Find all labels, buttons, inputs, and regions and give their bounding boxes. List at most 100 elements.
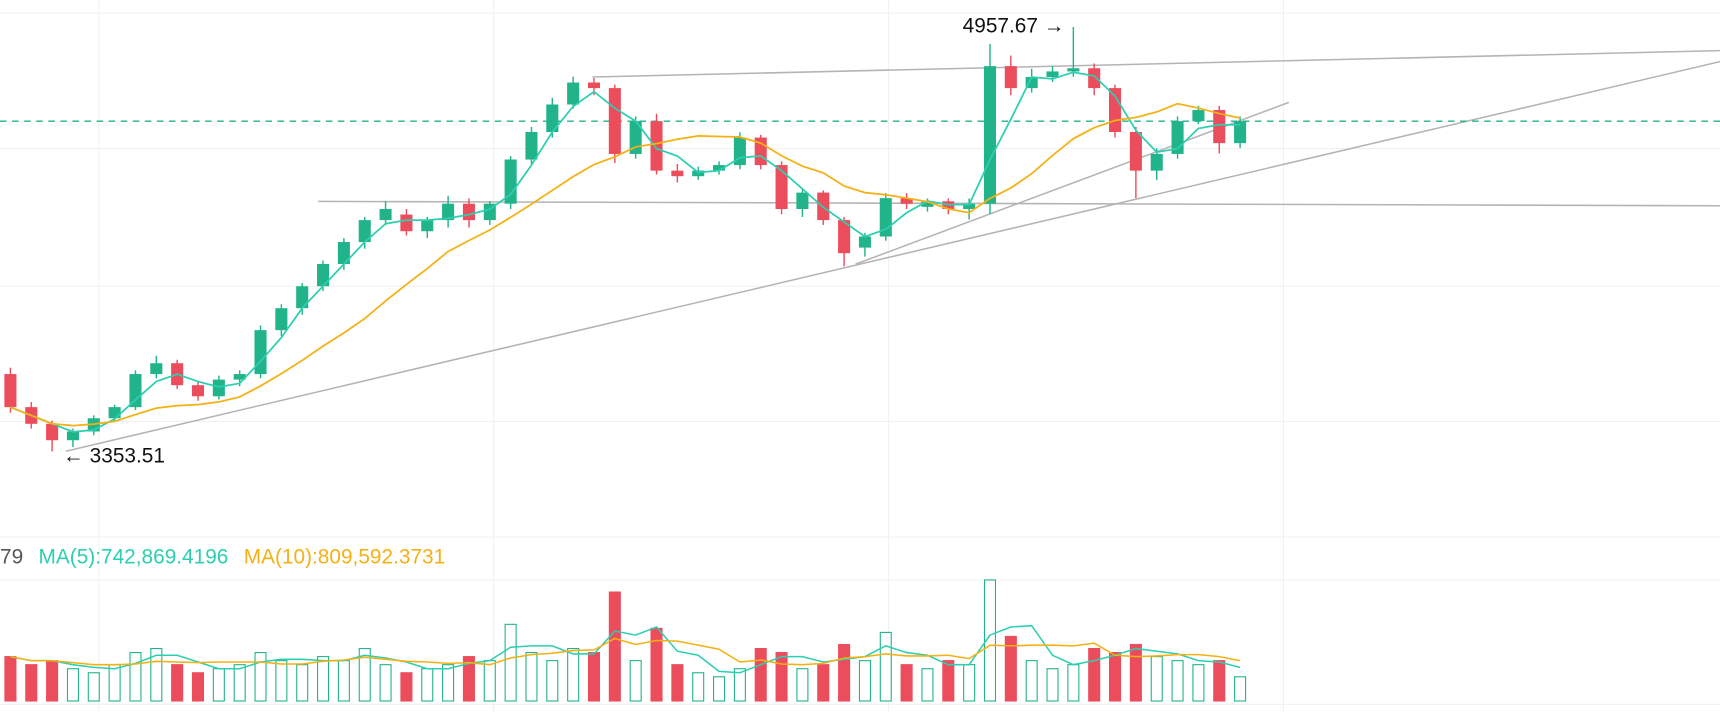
min-annotation: ← 3353.51 xyxy=(63,444,165,467)
candle-body xyxy=(1109,88,1122,133)
candle-body xyxy=(1213,110,1226,144)
candle-body xyxy=(900,198,913,204)
volume-bar xyxy=(733,668,746,702)
volume-bar xyxy=(358,647,371,702)
volume-bar xyxy=(504,623,517,702)
max-annotation: 4957.67 → xyxy=(963,15,1065,38)
volume-bar xyxy=(567,647,580,702)
candle-body xyxy=(150,363,163,375)
candle-body xyxy=(1088,68,1101,89)
volume-bar xyxy=(671,664,684,702)
volume-bar xyxy=(1213,660,1226,702)
volume-ma-line xyxy=(10,637,1241,666)
volume-bar xyxy=(212,668,225,702)
volume-bar xyxy=(275,660,288,702)
candle-body xyxy=(4,374,17,408)
candle-body xyxy=(358,220,371,243)
candle-body xyxy=(296,286,309,309)
price-ma-line xyxy=(10,71,1241,433)
volume-bar xyxy=(4,656,17,702)
candle-body xyxy=(504,159,517,204)
trend-line xyxy=(65,60,1720,452)
volume-bar xyxy=(608,591,621,702)
volume-bar xyxy=(692,672,705,702)
candle-body xyxy=(108,407,121,419)
volume-bar xyxy=(233,664,246,702)
volume-bar xyxy=(379,664,392,702)
candle-body xyxy=(1004,66,1017,89)
legend-entry: MA(5):742,869.4196 xyxy=(39,545,229,568)
volume-bar xyxy=(150,647,163,702)
candle-body xyxy=(254,330,267,375)
candle-body xyxy=(129,374,142,408)
volume-bar xyxy=(46,660,59,702)
volume-bar xyxy=(66,668,79,702)
price-ma-line xyxy=(10,102,1241,427)
volume-bar xyxy=(817,664,830,702)
volume-bar xyxy=(1088,647,1101,702)
legend-entry: 79 xyxy=(0,545,23,568)
candle-body xyxy=(233,374,246,380)
volume-bar xyxy=(317,656,330,702)
trend-line xyxy=(592,49,1720,78)
volume-ma-line xyxy=(10,624,1241,674)
volume-bar xyxy=(900,664,913,702)
candle-body xyxy=(650,121,663,171)
candle-body xyxy=(317,264,330,287)
volume-bar xyxy=(1046,668,1059,702)
volume-bar xyxy=(546,660,559,702)
candle-body xyxy=(1025,76,1038,89)
candle-body xyxy=(442,203,455,221)
volume-bar xyxy=(921,668,934,702)
candle-body xyxy=(1234,121,1247,144)
volume-bar xyxy=(1109,652,1122,702)
volume-bar xyxy=(963,664,976,702)
trend-lines xyxy=(65,49,1720,452)
candle-body xyxy=(546,104,559,133)
volume-bar xyxy=(1192,664,1205,702)
candle-body xyxy=(796,192,809,209)
volume-bar xyxy=(629,660,642,702)
volume-bar xyxy=(650,627,663,702)
volume-bar xyxy=(296,664,309,702)
volume-bar xyxy=(713,676,726,702)
candle-body xyxy=(921,201,934,207)
volume-bar xyxy=(1129,643,1142,702)
volume-bar xyxy=(462,656,475,702)
volume-bar xyxy=(775,652,788,702)
volume-bar xyxy=(942,660,955,702)
candle-body xyxy=(692,170,705,177)
candle-body xyxy=(379,208,392,221)
candle-body xyxy=(838,220,851,254)
volume-bar xyxy=(879,631,892,702)
candle-body xyxy=(775,165,788,209)
legend-entry: MA(10):809,592.3731 xyxy=(244,545,445,568)
candle-body xyxy=(567,82,580,105)
volume-bar xyxy=(754,647,767,702)
candle-body xyxy=(983,66,997,204)
volume-bar xyxy=(838,643,851,702)
volume-bar xyxy=(400,672,413,702)
volume-bar xyxy=(525,652,538,702)
candle-body xyxy=(421,220,434,232)
volume-bar xyxy=(171,664,184,702)
candle-body xyxy=(587,82,601,89)
candle-body xyxy=(46,423,59,441)
volume-bar xyxy=(1171,660,1184,702)
candle-body xyxy=(963,203,976,209)
candle-body xyxy=(191,385,205,397)
volume-bar xyxy=(108,664,121,702)
candle-body xyxy=(525,132,538,160)
volume-bar xyxy=(191,672,205,702)
volume-bar xyxy=(421,668,434,702)
volume-bar xyxy=(87,672,100,702)
candle-body xyxy=(212,379,225,397)
volume-bar xyxy=(1150,656,1163,702)
candle-body xyxy=(1150,153,1163,171)
volume-bar xyxy=(442,664,455,702)
candle-body xyxy=(1129,132,1142,171)
volume-bar xyxy=(129,652,142,702)
volume-bar xyxy=(796,668,809,702)
